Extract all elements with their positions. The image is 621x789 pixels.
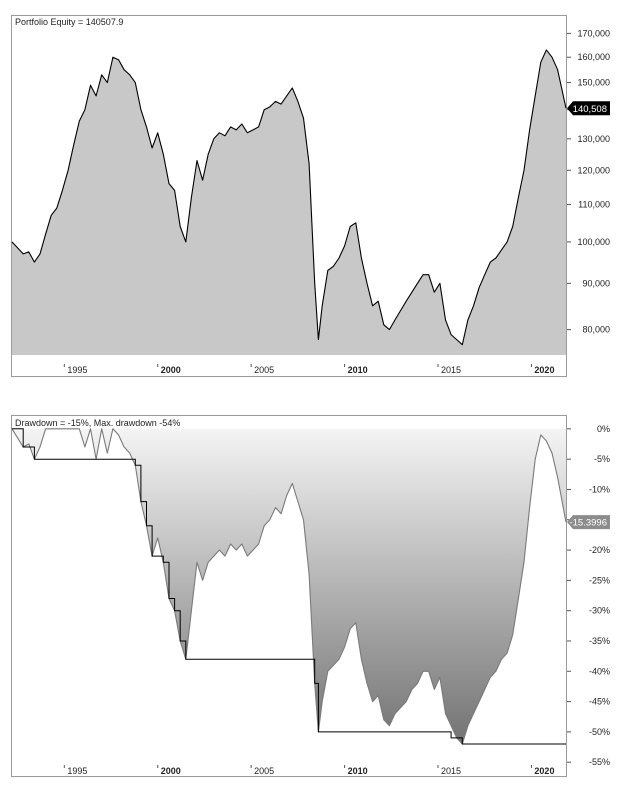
equity-x-axis: 1995 2000 2005 2010 2015 2020 [63, 364, 554, 375]
drawdown-y-axis: 0%-5%-10%-15%-20%-25%-30%-35%-40%-45%-50… [567, 424, 610, 767]
drawdown-area [12, 428, 566, 744]
x-tick-label: 2010 [348, 766, 368, 776]
x-tick-label: 2020 [534, 766, 554, 776]
drawdown-x-axis: 1995 2000 2005 2010 2015 2020 [63, 765, 554, 776]
equity-y-axis: 80,000 90,000 100,000 110,000 120,000 130,000… [567, 28, 610, 335]
drawdown-line [11, 428, 567, 745]
y-tick-label: -30% [589, 606, 610, 616]
y-tick-label: -40% [589, 666, 610, 676]
last-value-label: -15.3996 [569, 518, 607, 529]
x-tick-label: 1995 [67, 365, 87, 375]
equity-last-value-tag: 140,508 [567, 101, 610, 116]
y-tick-label: -25% [589, 575, 610, 585]
x-tick-label: 2005 [254, 766, 274, 776]
y-tick-label: -50% [589, 727, 610, 737]
y-tick-label: -45% [589, 697, 610, 707]
drawdown-title: Drawdown = -15%, Max. drawdown -54% [15, 418, 180, 428]
x-tick-label: 2000 [161, 766, 181, 776]
max-drawdown-line [12, 428, 566, 745]
y-tick-label: 150,000 [577, 78, 610, 88]
x-tick-label: 2020 [534, 365, 554, 375]
y-tick-label: 170,000 [577, 28, 610, 38]
drawdown-plot-area [11, 428, 567, 745]
y-tick-label: -10% [589, 484, 610, 494]
last-value-tag-bg [567, 101, 610, 116]
drawdown-last-value-tag: -15.3996 [567, 515, 610, 530]
y-tick-label: 110,000 [578, 199, 610, 209]
y-tick-label: -55% [589, 757, 610, 767]
x-tick-label: 2000 [161, 365, 181, 375]
last-value-label: 140,508 [573, 104, 607, 115]
y-tick-label: 100,000 [577, 237, 610, 247]
y-tick-label: -35% [589, 636, 610, 646]
y-tick-label: 80,000 [582, 325, 610, 335]
y-tick-label: -5% [594, 454, 610, 464]
last-value-tag-bg [567, 515, 610, 530]
y-tick-label: 130,000 [577, 134, 610, 144]
equity-plot-area [11, 49, 567, 356]
equity-title: Portfolio Equity = 140507.9 [15, 17, 123, 27]
drawdown-panel: Drawdown = -15%, Max. drawdown -54% 0% -5… [11, 415, 610, 777]
x-tick-label: 2015 [441, 766, 461, 776]
y-tick-label: 160,000 [577, 52, 610, 62]
equity-panel: Portfolio Equity = 140507.9 80,000 90,000… [11, 15, 610, 377]
x-tick-label: 2015 [441, 365, 461, 375]
x-tick-label: 1995 [67, 766, 87, 776]
equity-area [12, 49, 566, 356]
y-tick-label: 0% [597, 424, 610, 434]
x-tick-label: 2010 [348, 365, 368, 375]
y-tick-label: -20% [589, 545, 610, 555]
equity-line [11, 49, 567, 346]
y-tick-label: 120,000 [577, 165, 610, 175]
x-tick-label: 2005 [254, 365, 274, 375]
y-tick-label: 90,000 [582, 278, 610, 288]
